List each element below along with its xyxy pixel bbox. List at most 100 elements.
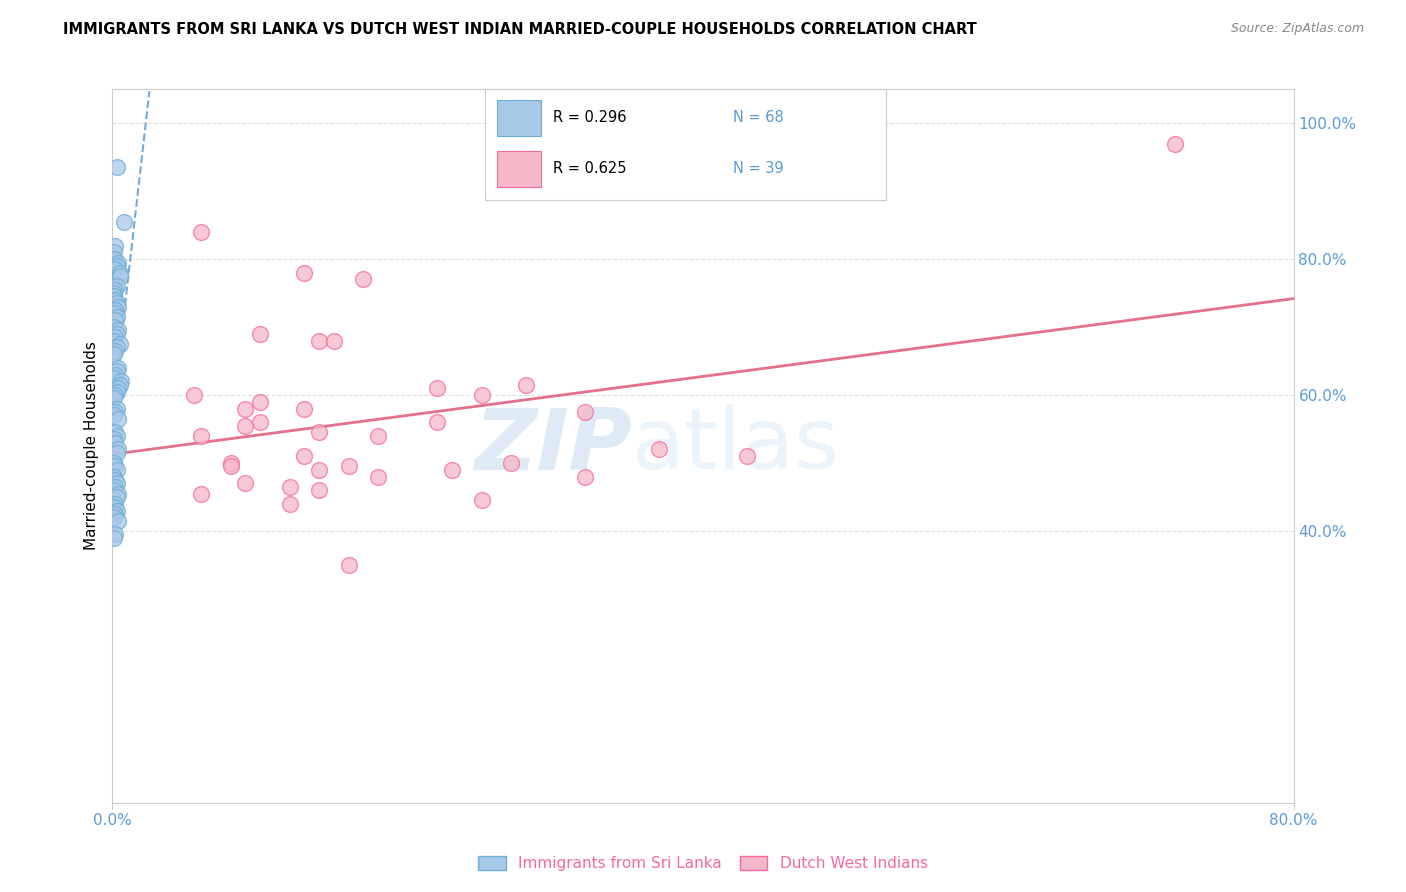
- Point: [108, 377, 131, 392]
- Point: [233, 401, 256, 416]
- Point: [104, 527, 127, 541]
- Point: [249, 415, 271, 429]
- Point: [308, 425, 330, 440]
- Point: [104, 435, 127, 450]
- Point: [367, 429, 389, 443]
- Text: ZIP: ZIP: [474, 404, 633, 488]
- Point: [103, 432, 125, 446]
- Point: [105, 364, 128, 378]
- Point: [470, 493, 494, 508]
- Point: [104, 330, 127, 344]
- Point: [308, 483, 330, 498]
- Point: [249, 326, 271, 341]
- Point: [104, 262, 127, 277]
- Point: [105, 296, 128, 310]
- Point: [515, 377, 537, 392]
- Point: [107, 360, 129, 375]
- Point: [278, 480, 301, 494]
- Point: [108, 337, 131, 351]
- Point: [103, 286, 125, 301]
- Point: [323, 334, 346, 348]
- Point: [190, 429, 212, 443]
- Point: [103, 456, 125, 470]
- Point: [103, 531, 125, 545]
- Point: [104, 368, 127, 382]
- Point: [107, 323, 129, 337]
- Point: [104, 497, 127, 511]
- Point: [426, 415, 449, 429]
- Point: [103, 252, 125, 266]
- Point: [426, 381, 449, 395]
- Point: [105, 384, 128, 399]
- Point: [103, 320, 125, 334]
- Text: IMMIGRANTS FROM SRI LANKA VS DUTCH WEST INDIAN MARRIED-COUPLE HOUSEHOLDS CORRELA: IMMIGRANTS FROM SRI LANKA VS DUTCH WEST …: [63, 22, 977, 37]
- Point: [104, 313, 127, 327]
- Point: [105, 429, 128, 443]
- Point: [107, 442, 129, 457]
- Text: atlas: atlas: [633, 404, 841, 488]
- Point: [501, 456, 523, 470]
- Point: [441, 463, 464, 477]
- Point: [105, 279, 128, 293]
- Point: [103, 392, 125, 406]
- Point: [574, 405, 596, 419]
- Point: [107, 300, 129, 314]
- Point: [337, 459, 360, 474]
- Point: [105, 503, 128, 517]
- Point: [107, 381, 129, 395]
- Point: [104, 303, 127, 318]
- Point: [103, 483, 125, 498]
- Point: [337, 558, 360, 572]
- Point: [103, 334, 125, 348]
- Point: [104, 480, 127, 494]
- Point: [105, 463, 128, 477]
- Y-axis label: Married-couple Households: Married-couple Households: [83, 342, 98, 550]
- Point: [367, 469, 389, 483]
- Point: [103, 469, 125, 483]
- Point: [308, 463, 330, 477]
- Point: [104, 293, 127, 307]
- Point: [233, 418, 256, 433]
- Point: [292, 401, 315, 416]
- Point: [104, 473, 127, 487]
- Point: [107, 412, 129, 426]
- Point: [105, 490, 128, 504]
- Point: [107, 255, 129, 269]
- Point: [737, 449, 759, 463]
- Point: [105, 259, 128, 273]
- Point: [104, 238, 127, 252]
- Point: [104, 388, 127, 402]
- Point: [278, 497, 301, 511]
- Legend: Immigrants from Sri Lanka, Dutch West Indians: Immigrants from Sri Lanka, Dutch West In…: [472, 850, 934, 877]
- Point: [190, 486, 212, 500]
- Point: [107, 486, 129, 500]
- Point: [104, 343, 127, 358]
- Point: [105, 310, 128, 324]
- Point: [105, 161, 128, 175]
- Point: [107, 514, 129, 528]
- Point: [103, 510, 125, 524]
- Point: [103, 306, 125, 320]
- Point: [103, 289, 125, 303]
- Point: [103, 409, 125, 423]
- Point: [470, 388, 494, 402]
- Point: [1164, 136, 1187, 151]
- Point: [103, 347, 125, 361]
- Point: [103, 245, 125, 260]
- Point: [352, 272, 374, 286]
- Point: [112, 215, 135, 229]
- Point: [103, 371, 125, 385]
- Point: [105, 476, 128, 491]
- Point: [104, 283, 127, 297]
- Point: [183, 388, 205, 402]
- Point: [190, 225, 212, 239]
- Point: [233, 476, 256, 491]
- Point: [292, 266, 315, 280]
- Point: [104, 405, 127, 419]
- Point: [104, 425, 127, 440]
- Point: [108, 266, 131, 280]
- Text: Source: ZipAtlas.com: Source: ZipAtlas.com: [1230, 22, 1364, 36]
- Point: [292, 449, 315, 463]
- Point: [104, 459, 127, 474]
- Point: [103, 500, 125, 515]
